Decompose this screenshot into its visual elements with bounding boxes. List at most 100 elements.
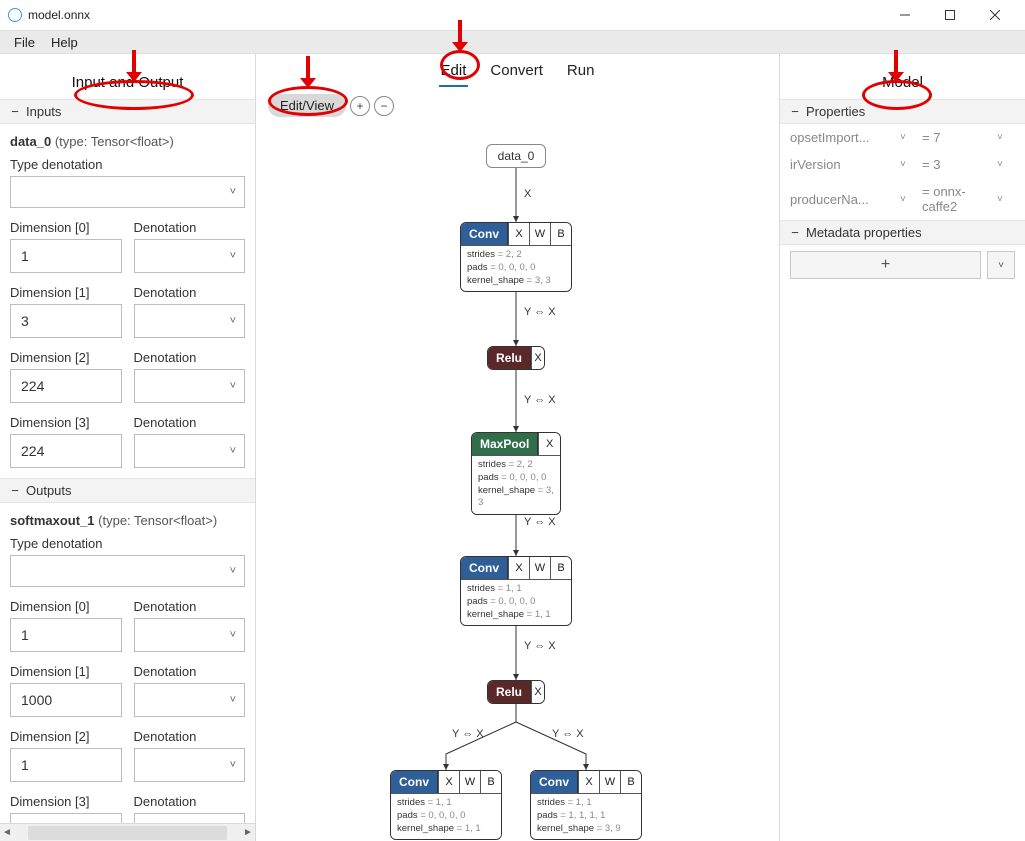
port-w[interactable]: W [599, 771, 620, 793]
edge-label: Y ⇔ X [524, 394, 556, 406]
port-w[interactable]: W [529, 557, 550, 579]
output-type-denotation-select[interactable]: ˅ [10, 555, 245, 587]
collapse-icon: − [10, 483, 20, 498]
dim-label: Dimension [2] [10, 350, 122, 365]
output-dim0-denotation[interactable]: ˅ [134, 618, 246, 652]
tab-edit[interactable]: Edit [439, 60, 469, 87]
zoom-out-button[interactable]: − [374, 96, 394, 116]
dim-label: Dimension [2] [10, 729, 122, 744]
minimize-button[interactable] [882, 1, 927, 29]
denotation-label: Denotation [134, 220, 246, 235]
conv-node[interactable]: Conv X W B strides = 2, 2 pads = 0, 0, 0… [460, 222, 572, 292]
menu-bar: File Help [0, 30, 1025, 54]
prop-key: irVersion [790, 157, 900, 172]
input-dim0-field[interactable] [10, 239, 122, 273]
inputs-section-header[interactable]: − Inputs [0, 99, 255, 124]
left-panel: Input and Output − Inputs data_0 (type: … [0, 54, 256, 841]
op-label: MaxPool [472, 433, 538, 455]
port-x[interactable]: X [578, 771, 599, 793]
app-icon [8, 8, 22, 22]
output-dim2-field[interactable] [10, 748, 122, 782]
denotation-label: Denotation [134, 350, 246, 365]
input-dim2-field[interactable] [10, 369, 122, 403]
input-name: data_0 [10, 134, 51, 149]
outputs-section-header[interactable]: − Outputs [0, 478, 255, 503]
port-x[interactable]: X [508, 557, 529, 579]
edge-label: Y ⇔ X [452, 728, 484, 740]
port-x[interactable]: X [508, 223, 529, 245]
dim-label: Dimension [0] [10, 599, 122, 614]
tab-run[interactable]: Run [565, 60, 597, 87]
dim-label: Dimension [0] [10, 220, 122, 235]
metadata-dropdown-button[interactable]: ˅ [987, 251, 1015, 279]
port-x[interactable]: X [438, 771, 459, 793]
right-panel: Model − Properties opsetImport...˅ = 7˅ … [779, 54, 1025, 841]
graph-canvas[interactable]: Edit Convert Run Edit/View + − data_0 X [256, 54, 779, 841]
input-dim3-field[interactable] [10, 434, 122, 468]
metadata-section-header[interactable]: − Metadata properties [780, 220, 1025, 245]
right-panel-title: Model [780, 54, 1025, 99]
input-dim3-denotation[interactable]: ˅ [134, 434, 246, 468]
maxpool-node[interactable]: MaxPool X strides = 2, 2 pads = 0, 0, 0,… [471, 432, 561, 515]
output-dim0-field[interactable] [10, 618, 122, 652]
port-b[interactable]: B [480, 771, 501, 793]
input-dim0-denotation[interactable]: ˅ [134, 239, 246, 273]
outputs-header-label: Outputs [26, 483, 72, 498]
port-b[interactable]: B [550, 557, 571, 579]
relu-node[interactable]: Relu X [487, 346, 545, 370]
close-button[interactable] [972, 1, 1017, 29]
conv-node[interactable]: Conv X W B strides = 1, 1 pads = 1, 1, 1… [530, 770, 642, 840]
op-label: Relu [488, 681, 531, 703]
prop-key: producerNa... [790, 192, 900, 207]
conv-node[interactable]: Conv X W B strides = 1, 1 pads = 0, 0, 0… [460, 556, 572, 626]
output-name: softmaxout_1 [10, 513, 95, 528]
input-dim2-denotation[interactable]: ˅ [134, 369, 246, 403]
collapse-icon: − [790, 104, 800, 119]
output-dim1-field[interactable] [10, 683, 122, 717]
port-w[interactable]: W [459, 771, 480, 793]
port-b[interactable]: B [550, 223, 571, 245]
property-row[interactable]: irVersion˅ = 3˅ [780, 151, 1025, 178]
input-type-denotation-select[interactable]: ˅ [10, 176, 245, 208]
denotation-label: Denotation [134, 729, 246, 744]
prop-key: opsetImport... [790, 130, 900, 145]
type-denotation-label: Type denotation [10, 157, 245, 172]
property-row[interactable]: producerNa...˅ = onnx-caffe2˅ [780, 178, 1025, 220]
properties-section-header[interactable]: − Properties [780, 99, 1025, 124]
output-dim1-denotation[interactable]: ˅ [134, 683, 246, 717]
port-x[interactable]: X [538, 433, 560, 455]
collapse-icon: − [790, 225, 800, 240]
input-dim1-field[interactable] [10, 304, 122, 338]
port-w[interactable]: W [529, 223, 550, 245]
port-x[interactable]: X [531, 347, 544, 369]
data-node[interactable]: data_0 [486, 144, 546, 168]
tab-convert[interactable]: Convert [488, 60, 545, 87]
type-denotation-label: Type denotation [10, 536, 245, 551]
port-b[interactable]: B [620, 771, 641, 793]
menu-help[interactable]: Help [43, 35, 86, 50]
prop-value: 3 [933, 157, 940, 172]
relu-node[interactable]: Relu X [487, 680, 545, 704]
menu-file[interactable]: File [6, 35, 43, 50]
edge-label: Y ⇔ X [552, 728, 584, 740]
collapse-icon: − [10, 104, 20, 119]
dim-label: Dimension [1] [10, 664, 122, 679]
property-row[interactable]: opsetImport...˅ = 7˅ [780, 124, 1025, 151]
add-metadata-button[interactable]: + [790, 251, 981, 279]
maximize-button[interactable] [927, 1, 972, 29]
metadata-header-label: Metadata properties [806, 225, 922, 240]
port-x[interactable]: X [531, 681, 544, 703]
inputs-header-label: Inputs [26, 104, 61, 119]
input-dim1-denotation[interactable]: ˅ [134, 304, 246, 338]
denotation-label: Denotation [134, 599, 246, 614]
left-panel-scrollbar[interactable]: ◄► [0, 823, 255, 841]
prop-value: 7 [933, 130, 940, 145]
conv-node[interactable]: Conv X W B strides = 1, 1 pads = 0, 0, 0… [390, 770, 502, 840]
zoom-in-button[interactable]: + [350, 96, 370, 116]
edit-view-toggle[interactable]: Edit/View [268, 94, 346, 117]
dim-label: Dimension [1] [10, 285, 122, 300]
output-dim2-denotation[interactable]: ˅ [134, 748, 246, 782]
denotation-label: Denotation [134, 794, 246, 809]
denotation-label: Denotation [134, 664, 246, 679]
mode-tabs: Edit Convert Run [439, 60, 597, 87]
